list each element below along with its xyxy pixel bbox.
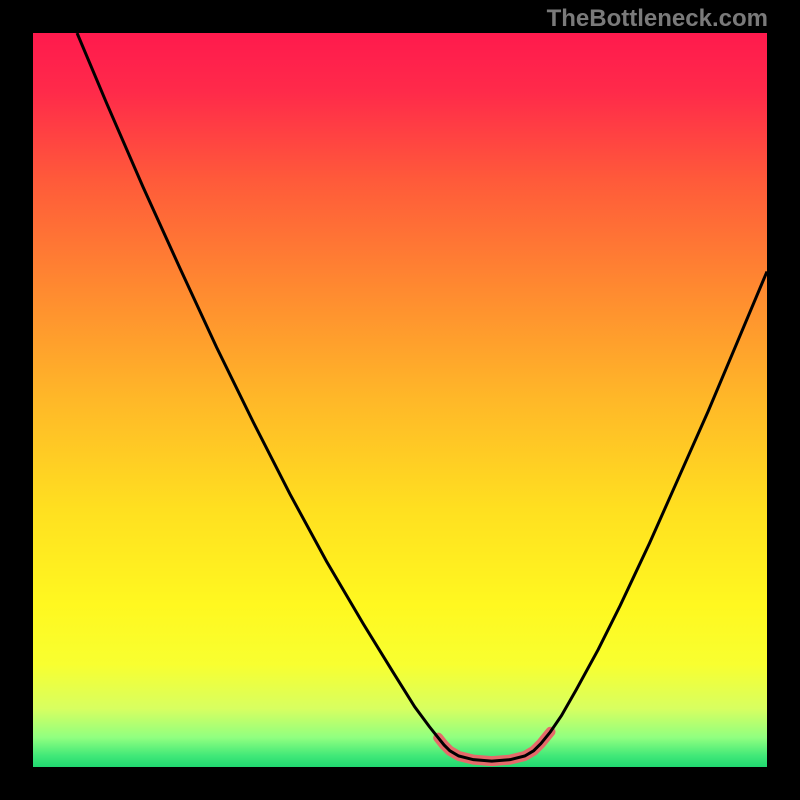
watermark-text: TheBottleneck.com	[547, 5, 768, 33]
curve-layer	[33, 33, 767, 767]
bottleneck-curve	[77, 33, 767, 761]
bottleneck-highlight	[438, 732, 550, 761]
plot-area	[33, 33, 767, 767]
chart-container: TheBottleneck.com	[0, 0, 800, 800]
